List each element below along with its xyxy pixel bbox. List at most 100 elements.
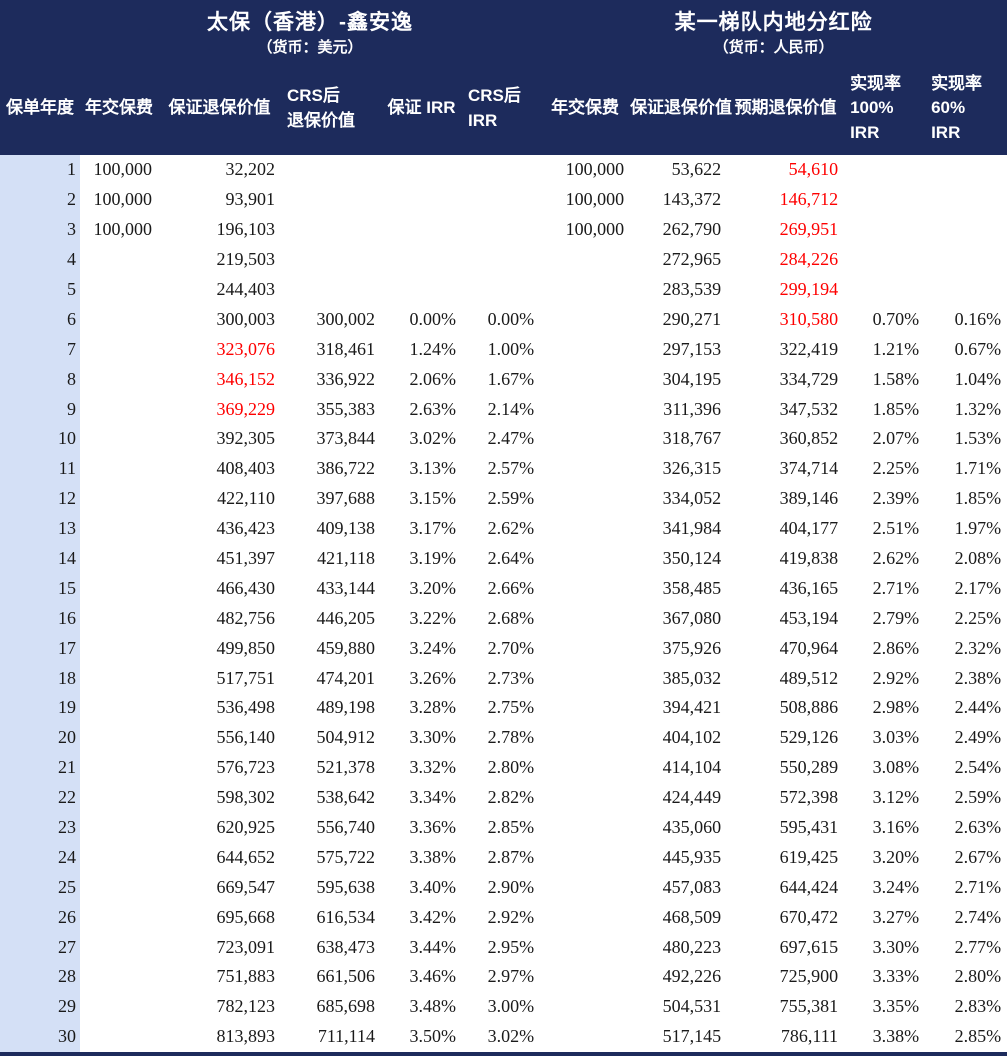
value-cell: 3.08% xyxy=(872,757,920,778)
value-cell: 404,102 xyxy=(662,727,722,748)
policy-year-cell: 29 xyxy=(0,991,80,1022)
policy-year-cell: 21 xyxy=(0,752,80,783)
value-cell: 616,534 xyxy=(316,906,376,927)
value-cell xyxy=(540,603,630,633)
value-cell: 424,449 xyxy=(662,787,722,808)
value-cell: 322,419 xyxy=(779,338,839,359)
value-cell xyxy=(80,544,158,574)
value-cell: 550,289 xyxy=(779,757,839,778)
value-cell: 0.16% xyxy=(954,308,1002,329)
value-cell xyxy=(540,424,630,454)
value-cell xyxy=(540,275,630,305)
value-cell: 100,000 xyxy=(565,219,625,240)
value-cell: 2.25% xyxy=(872,458,920,479)
value-cell xyxy=(540,813,630,843)
policy-year-cell: 11 xyxy=(0,453,80,484)
value-cell: 504,912 xyxy=(316,727,376,748)
value-cell: 782,123 xyxy=(216,996,276,1017)
value-cell: 334,729 xyxy=(779,368,839,389)
value-cell: 669,547 xyxy=(216,876,276,897)
col-header-annual-premium-right: 年交保费 xyxy=(540,62,631,155)
value-cell xyxy=(844,155,925,185)
value-cell: 54,610 xyxy=(788,159,839,180)
value-cell xyxy=(80,245,158,275)
value-cell: 394,421 xyxy=(662,697,722,718)
table-row: 1 100,000 32,202 100,000 53,622 54,610 xyxy=(0,155,1007,185)
policy-year-cell: 14 xyxy=(0,543,80,574)
value-cell: 1.85% xyxy=(872,398,920,419)
value-cell: 644,652 xyxy=(216,846,276,867)
policy-year-cell: 24 xyxy=(0,842,80,873)
policy-year-cell: 19 xyxy=(0,693,80,723)
value-cell: 1.24% xyxy=(409,338,457,359)
value-cell: 661,506 xyxy=(316,966,376,987)
value-cell xyxy=(844,215,925,245)
value-cell: 300,002 xyxy=(316,308,376,329)
value-cell xyxy=(925,215,1007,245)
value-cell xyxy=(381,155,462,185)
value-cell: 695,668 xyxy=(216,906,276,927)
value-cell: 2.75% xyxy=(487,697,535,718)
policy-year-cell: 23 xyxy=(0,812,80,843)
value-cell xyxy=(80,813,158,843)
value-cell: 2.82% xyxy=(487,787,535,808)
value-cell xyxy=(540,514,630,544)
value-cell: 2.98% xyxy=(872,697,920,718)
value-cell: 389,146 xyxy=(779,488,839,509)
table-body: 1 100,000 32,202 100,000 53,622 54,610 2 100,00… xyxy=(0,155,1007,1054)
value-cell xyxy=(844,245,925,275)
value-cell: 2.62% xyxy=(487,518,535,539)
value-cell xyxy=(281,215,381,245)
value-cell: 334,052 xyxy=(662,488,722,509)
value-cell: 2.25% xyxy=(954,607,1002,628)
value-cell: 3.50% xyxy=(409,1026,457,1047)
value-cell: 3.17% xyxy=(409,518,457,539)
value-cell: 595,431 xyxy=(779,817,839,838)
value-cell xyxy=(80,573,158,603)
value-cell xyxy=(925,275,1007,305)
value-cell: 445,935 xyxy=(662,846,722,867)
value-cell xyxy=(925,185,1007,215)
value-cell: 385,032 xyxy=(662,667,722,688)
value-cell xyxy=(540,364,630,394)
value-cell xyxy=(80,424,158,454)
value-cell: 451,397 xyxy=(216,548,276,569)
value-cell: 2.90% xyxy=(487,876,535,897)
value-cell: 697,615 xyxy=(779,936,839,957)
value-cell xyxy=(80,992,158,1022)
value-cell: 3.42% xyxy=(409,906,457,927)
col-header-fulfillment-60-irr: 实现率 60% IRR xyxy=(925,62,1007,155)
table-row: 10 392,305 373,844 3.02% 2.47% 318,767 360,852… xyxy=(0,424,1007,454)
value-cell: 2.44% xyxy=(954,697,1002,718)
value-cell: 813,893 xyxy=(216,1026,276,1047)
value-cell xyxy=(462,155,540,185)
policy-year-cell: 25 xyxy=(0,872,80,903)
value-cell xyxy=(462,245,540,275)
value-cell: 489,198 xyxy=(316,697,376,718)
value-cell xyxy=(80,484,158,514)
value-cell: 318,767 xyxy=(662,428,722,449)
value-cell xyxy=(540,304,630,334)
value-cell: 3.12% xyxy=(872,787,920,808)
value-cell: 575,722 xyxy=(316,846,376,867)
col-header-crs-surrender-value: CRS后 退保价值 xyxy=(281,62,381,155)
value-cell: 419,838 xyxy=(779,548,839,569)
value-cell: 3.02% xyxy=(409,428,457,449)
value-cell: 517,145 xyxy=(662,1026,722,1047)
table-row: 30 813,893 711,114 3.50% 3.02% 517,145 786,111… xyxy=(0,1021,1007,1054)
value-cell: 347,532 xyxy=(779,398,839,419)
product-name-right: 某一梯队内地分红险 xyxy=(674,11,873,35)
value-cell: 468,509 xyxy=(662,906,722,927)
value-cell: 556,740 xyxy=(316,817,376,838)
value-cell: 638,473 xyxy=(316,936,376,957)
value-cell: 300,003 xyxy=(216,308,276,329)
value-cell: 619,425 xyxy=(779,846,839,867)
value-cell: 3.48% xyxy=(409,996,457,1017)
table-row: 21 576,723 521,378 3.32% 2.80% 414,104 550,289… xyxy=(0,752,1007,783)
value-cell: 2.74% xyxy=(954,906,1002,927)
value-cell: 457,083 xyxy=(662,876,722,897)
value-cell: 499,850 xyxy=(216,637,276,658)
table-row: 4 219,503 272,965 284,226 xyxy=(0,244,1007,275)
value-cell: 3.03% xyxy=(872,727,920,748)
value-cell: 517,751 xyxy=(216,667,276,688)
